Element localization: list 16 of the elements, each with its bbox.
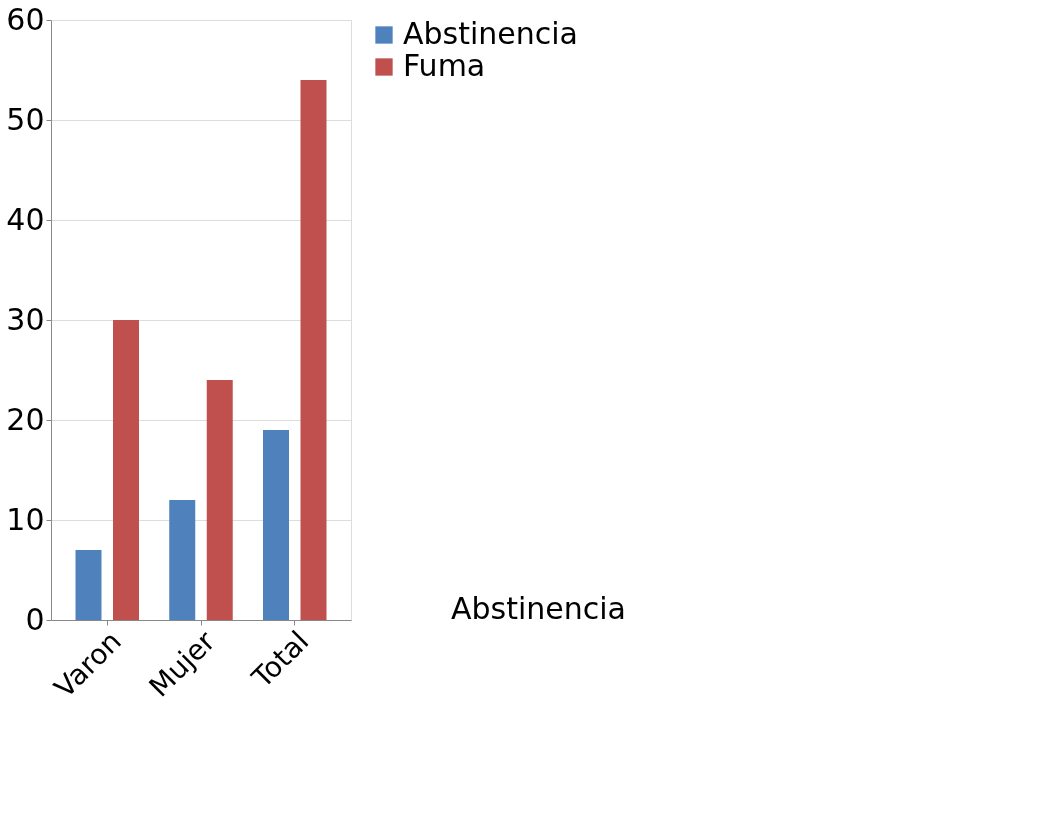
text: Abstinencia	[451, 591, 626, 626]
bar	[300, 80, 327, 620]
legend-label: Fuma	[403, 48, 486, 83]
bar	[169, 500, 196, 620]
bar	[263, 430, 289, 620]
legend-label: Abstinencia	[403, 16, 578, 51]
y-tick-label: 40	[6, 201, 45, 237]
y-tick-label: 30	[6, 301, 45, 337]
y-tick-label: 20	[6, 401, 45, 437]
y-tick-label: 50	[6, 101, 45, 137]
y-tick-label: 0	[25, 601, 45, 637]
bar	[75, 550, 102, 620]
bar	[113, 320, 139, 620]
bar	[206, 380, 233, 620]
y-tick-label: 60	[6, 1, 45, 37]
y-tick-label: 10	[6, 501, 45, 537]
